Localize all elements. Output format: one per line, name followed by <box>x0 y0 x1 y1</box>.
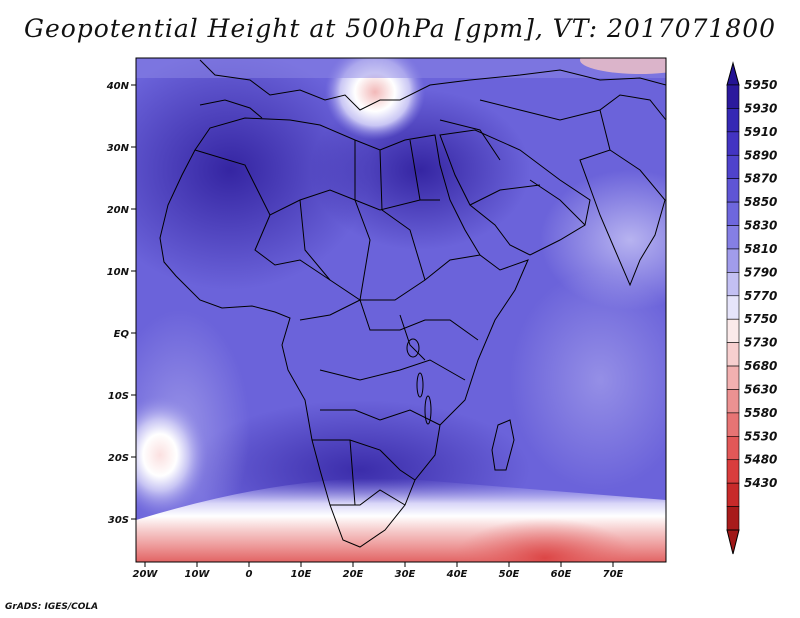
colorbar-label: 5730 <box>744 336 777 350</box>
height-field-shading <box>136 58 666 562</box>
lon-label: 60E <box>551 569 572 580</box>
colorbar-label: 5890 <box>744 148 777 162</box>
colorbar-label: 5930 <box>744 101 777 115</box>
lat-label: 30S <box>108 515 129 526</box>
colorbar-segment <box>726 482 740 507</box>
map-title: Geopotential Height at 500hPa [gpm], VT:… <box>23 14 777 43</box>
colorbar-label: 5630 <box>744 382 777 396</box>
lat-label: 40N <box>106 81 130 92</box>
colorbar-label: 5580 <box>744 406 777 420</box>
colorbar-label: 5830 <box>744 219 777 233</box>
lat-label: 10N <box>107 267 130 278</box>
colorbar-label: 5770 <box>744 289 777 303</box>
lat-label: 20N <box>107 205 130 216</box>
colorbar-segment <box>726 365 740 390</box>
colorbar-segment <box>726 389 740 414</box>
longitude-axis: 20W 10W 0 10E 20E 30E 40E 50E 60E 70E <box>133 562 624 580</box>
colorbar-segment <box>726 248 740 273</box>
colorbar-segment <box>726 318 740 343</box>
colorbar-segment <box>726 154 740 179</box>
lat-label: 30N <box>107 143 130 154</box>
colorbar-label: 5530 <box>744 429 777 443</box>
lon-label: 0 <box>246 569 253 580</box>
lon-label: 50E <box>499 569 520 580</box>
lon-label: 10W <box>185 569 211 580</box>
colorbar-label: 5870 <box>744 172 777 186</box>
colorbar-label: 5750 <box>744 312 777 326</box>
colorbar-top-arrow <box>726 61 740 86</box>
map-frame <box>135 57 667 563</box>
colorbar-label: 5480 <box>744 453 777 467</box>
lon-label: 70E <box>603 569 624 580</box>
colorbar: 5950 5930 5910 5890 5870 5850 5830 5810 5790 5770… <box>726 61 777 555</box>
colorbar-bottom-arrow <box>726 529 740 555</box>
colorbar-segment <box>726 436 740 461</box>
colorbar-label: 5950 <box>744 78 777 92</box>
colorbar-segment <box>726 225 740 250</box>
coastlines-and-borders <box>159 59 666 548</box>
lon-label: 30E <box>395 569 416 580</box>
colorbar-segment <box>726 412 740 437</box>
lon-label: 40E <box>446 569 468 580</box>
colorbar-segment <box>726 201 740 226</box>
colorbar-label: 5910 <box>744 125 777 139</box>
colorbar-segment <box>726 108 740 133</box>
latitude-axis: 40N 30N 20N 10N EQ 10S 20S 30S <box>106 81 136 526</box>
lon-label: 20E <box>343 569 364 580</box>
colorbar-segment <box>726 459 740 484</box>
lon-label: 10E <box>291 569 312 580</box>
colorbar-segment <box>726 272 740 297</box>
colorbar-segment <box>726 295 740 320</box>
lat-label: 10S <box>108 391 129 402</box>
colorbar-label: 5430 <box>744 476 777 490</box>
grads-credit: GrADS: IGES/COLA <box>5 602 99 612</box>
colorbar-segment <box>726 342 740 367</box>
colorbar-segment <box>726 131 740 156</box>
colorbar-label: 5810 <box>744 242 777 256</box>
colorbar-label: 5850 <box>744 195 777 209</box>
colorbar-segment <box>726 84 740 109</box>
colorbar-segment <box>726 506 740 531</box>
colorbar-label: 5680 <box>744 359 777 373</box>
colorbar-segment <box>726 178 740 203</box>
colorbar-label: 5790 <box>744 265 777 279</box>
lon-label: 20W <box>133 569 159 580</box>
lat-label: 20S <box>108 453 129 464</box>
lat-label: EQ <box>114 329 130 340</box>
